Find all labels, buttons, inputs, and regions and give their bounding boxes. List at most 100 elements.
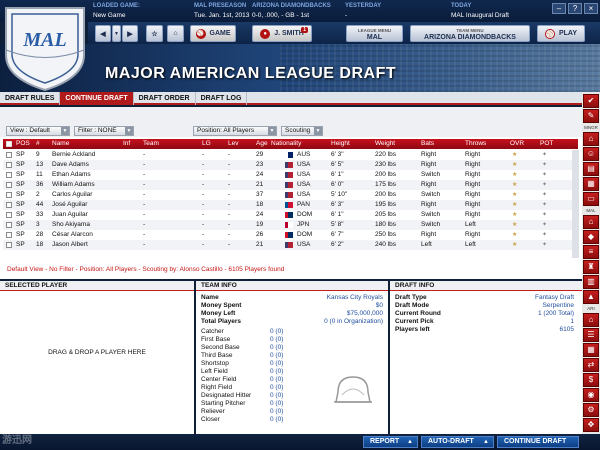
transactions-icon[interactable]: ⇄ <box>583 358 599 372</box>
table-row[interactable]: SP 28 César Alarcon - - - 26 DOM 6' 7" 250 lbs Rig… <box>3 230 578 240</box>
cell-name[interactable]: Ethan Adams <box>52 171 91 178</box>
cell-nat: USA <box>297 161 311 168</box>
chart-icon[interactable]: ▲ <box>583 290 599 304</box>
table-row[interactable]: SP 3 Sho Akiyama - - - 19 JPN 5' 8" 180 lbs Switch… <box>3 220 578 230</box>
diamond-icon[interactable]: ◆ <box>583 230 599 244</box>
col-pos[interactable]: POS <box>16 140 30 147</box>
col-inf[interactable]: Inf <box>123 140 131 147</box>
col-age[interactable]: Age <box>256 140 268 147</box>
list-icon[interactable]: ≡ <box>583 245 599 259</box>
settings-icon[interactable]: ⚙ <box>583 403 599 417</box>
tab-draft-rules[interactable]: DRAFT RULES <box>0 92 61 105</box>
row-checkbox[interactable] <box>6 192 12 198</box>
row-checkbox[interactable] <box>6 182 12 188</box>
select-all-checkbox[interactable] <box>6 141 12 147</box>
continue-draft-button[interactable]: CONTINUE DRAFT <box>497 436 579 448</box>
league-home-icon[interactable]: ⌂ <box>583 215 599 229</box>
finance-icon[interactable]: $ <box>583 373 599 387</box>
report-button[interactable]: REPORT ▲ <box>363 436 418 448</box>
col-bats[interactable]: Bats <box>421 140 435 147</box>
row-checkbox[interactable] <box>6 162 12 168</box>
col-name[interactable]: Name <box>52 140 70 147</box>
manager-home-icon[interactable]: ⌂ <box>583 132 599 146</box>
ovr-star-icon: ★ <box>512 182 518 188</box>
drop-zone-text[interactable]: DRAG & DROP A PLAYER HERE <box>48 349 146 356</box>
league-menu-button[interactable]: LEAGUE MENU MAL <box>346 25 403 42</box>
row-checkbox[interactable] <box>6 242 12 248</box>
col-lev[interactable]: Lev <box>228 140 239 147</box>
col-team[interactable]: Team <box>143 140 159 147</box>
table-scrollbar[interactable] <box>572 150 579 258</box>
tab-draft-order[interactable]: DRAFT ORDER <box>134 92 196 105</box>
col-height[interactable]: Height <box>331 140 350 147</box>
table-row[interactable]: SP 13 Dave Adams - - - 23 USA 6' 5" 230 lbs Right R… <box>3 160 578 170</box>
bookmark-button[interactable]: ☆ <box>146 25 163 42</box>
depth-chart-icon[interactable]: ▦ <box>583 343 599 357</box>
help-icon[interactable]: ? <box>568 3 582 14</box>
row-checkbox[interactable] <box>6 212 12 218</box>
clipboard-icon[interactable]: ▤ <box>583 162 599 176</box>
table-row[interactable]: SP 36 William Adams - - - 21 USA 6' 0" 175 lbs Rig… <box>3 180 578 190</box>
minimize-icon[interactable]: – <box>552 3 566 14</box>
table-row[interactable]: SP 2 Carlos Aguilar - - - 37 USA 5' 10" 200 lbs Sw… <box>3 190 578 200</box>
cell-name[interactable]: José Aguilar <box>52 201 88 208</box>
filter-dropdown[interactable]: Filter : NONE ▼ <box>74 126 134 136</box>
cell-name[interactable]: Juan Aguilar <box>52 211 88 218</box>
roster-icon[interactable]: ☰ <box>583 328 599 342</box>
cell-height: 6' 7" <box>331 231 344 238</box>
tab-draft-log[interactable]: DRAFT LOG <box>196 92 248 105</box>
col-throws[interactable]: Throws <box>465 140 487 147</box>
row-checkbox[interactable] <box>6 172 12 178</box>
auto-draft-button[interactable]: AUTO-DRAFT ▲ <box>421 436 494 448</box>
row-checkbox[interactable] <box>6 222 12 228</box>
view-dropdown[interactable]: View : Default ▼ <box>6 126 70 136</box>
row-checkbox[interactable] <box>6 152 12 158</box>
col-nationality[interactable]: Nationality <box>271 140 302 147</box>
row-checkbox[interactable] <box>6 232 12 238</box>
checkmark-icon[interactable]: ✔ <box>583 94 599 108</box>
tab-continue-draft[interactable]: CONTINUE DRAFT <box>60 92 134 105</box>
position-dropdown[interactable]: Position: All Players ▼ <box>193 126 277 136</box>
close-icon[interactable]: × <box>584 3 598 14</box>
back-button[interactable]: ◀ <box>95 25 111 42</box>
cell-name[interactable]: Sho Akiyama <box>52 221 90 228</box>
trophy-icon[interactable]: ♜ <box>583 260 599 274</box>
document-icon[interactable]: ▭ <box>583 192 599 206</box>
table-row[interactable]: SP 33 Juan Aguilar - - - 24 DOM 6' 1" 205 lbs Swit… <box>3 210 578 220</box>
history-dropdown-button[interactable]: ▼ <box>112 25 121 42</box>
game-menu-button[interactable]: ⚾ GAME <box>190 25 236 42</box>
expand-icon[interactable]: ✥ <box>583 418 599 432</box>
team-logo-watermark <box>334 376 372 403</box>
table-status-text: Default View - No Filter - Position: All… <box>7 266 285 273</box>
row-checkbox[interactable] <box>6 202 12 208</box>
table-row[interactable]: SP 18 Jason Albert - - - 21 USA 6' 2" 240 lbs Left… <box>3 240 578 250</box>
table-row[interactable]: SP 11 Ethan Adams - - - 24 USA 6' 1" 200 lbs Switc… <box>3 170 578 180</box>
scouting-dropdown[interactable]: Scouting ▼ <box>281 126 323 136</box>
team-menu-button[interactable]: TEAM MENU ARIZONA DIAMONDBACKS <box>410 25 530 42</box>
col-pot[interactable]: POT <box>540 140 554 147</box>
calendar-icon[interactable]: ▦ <box>583 177 599 191</box>
home-button[interactable]: ⌂ <box>167 25 184 42</box>
col-ovr[interactable]: OVR <box>510 140 525 147</box>
cell-name[interactable]: Jason Albert <box>52 241 88 248</box>
person-icon[interactable]: ☺ <box>583 147 599 161</box>
cell-name[interactable]: Carlos Aguilar <box>52 191 93 198</box>
cell-name[interactable]: Dave Adams <box>52 161 89 168</box>
table-row[interactable]: SP 9 Bernie Ackland - - - 29 AUS 6' 3" 220 lbs Rig… <box>3 150 578 160</box>
cell-name[interactable]: Bernie Ackland <box>52 151 96 158</box>
cell-name[interactable]: William Adams <box>52 181 95 188</box>
table-row[interactable]: SP 44 José Aguilar - - - 18 PAN 6' 3" 195 lbs Righ… <box>3 200 578 210</box>
team-name-value[interactable]: Kansas City Royals <box>326 294 383 301</box>
col-weight[interactable]: Weight <box>375 140 396 147</box>
scouting-icon[interactable]: ◉ <box>583 388 599 402</box>
stats-icon[interactable]: ▥ <box>583 275 599 289</box>
team-home-icon[interactable]: ⌂ <box>583 313 599 327</box>
manager-button[interactable]: ● J. SMITH 1 <box>252 25 312 42</box>
col-lg[interactable]: LG <box>202 140 211 147</box>
edit-icon[interactable]: ✎ <box>583 109 599 123</box>
filter-bar: View : Default ▼ Filter : NONE ▼ Position:… <box>0 107 582 137</box>
play-button[interactable]: ⚾ PLAY <box>537 25 585 42</box>
cell-name[interactable]: César Alarcon <box>52 231 93 238</box>
col-num[interactable]: # <box>36 140 40 147</box>
forward-button[interactable]: ▶ <box>122 25 138 42</box>
